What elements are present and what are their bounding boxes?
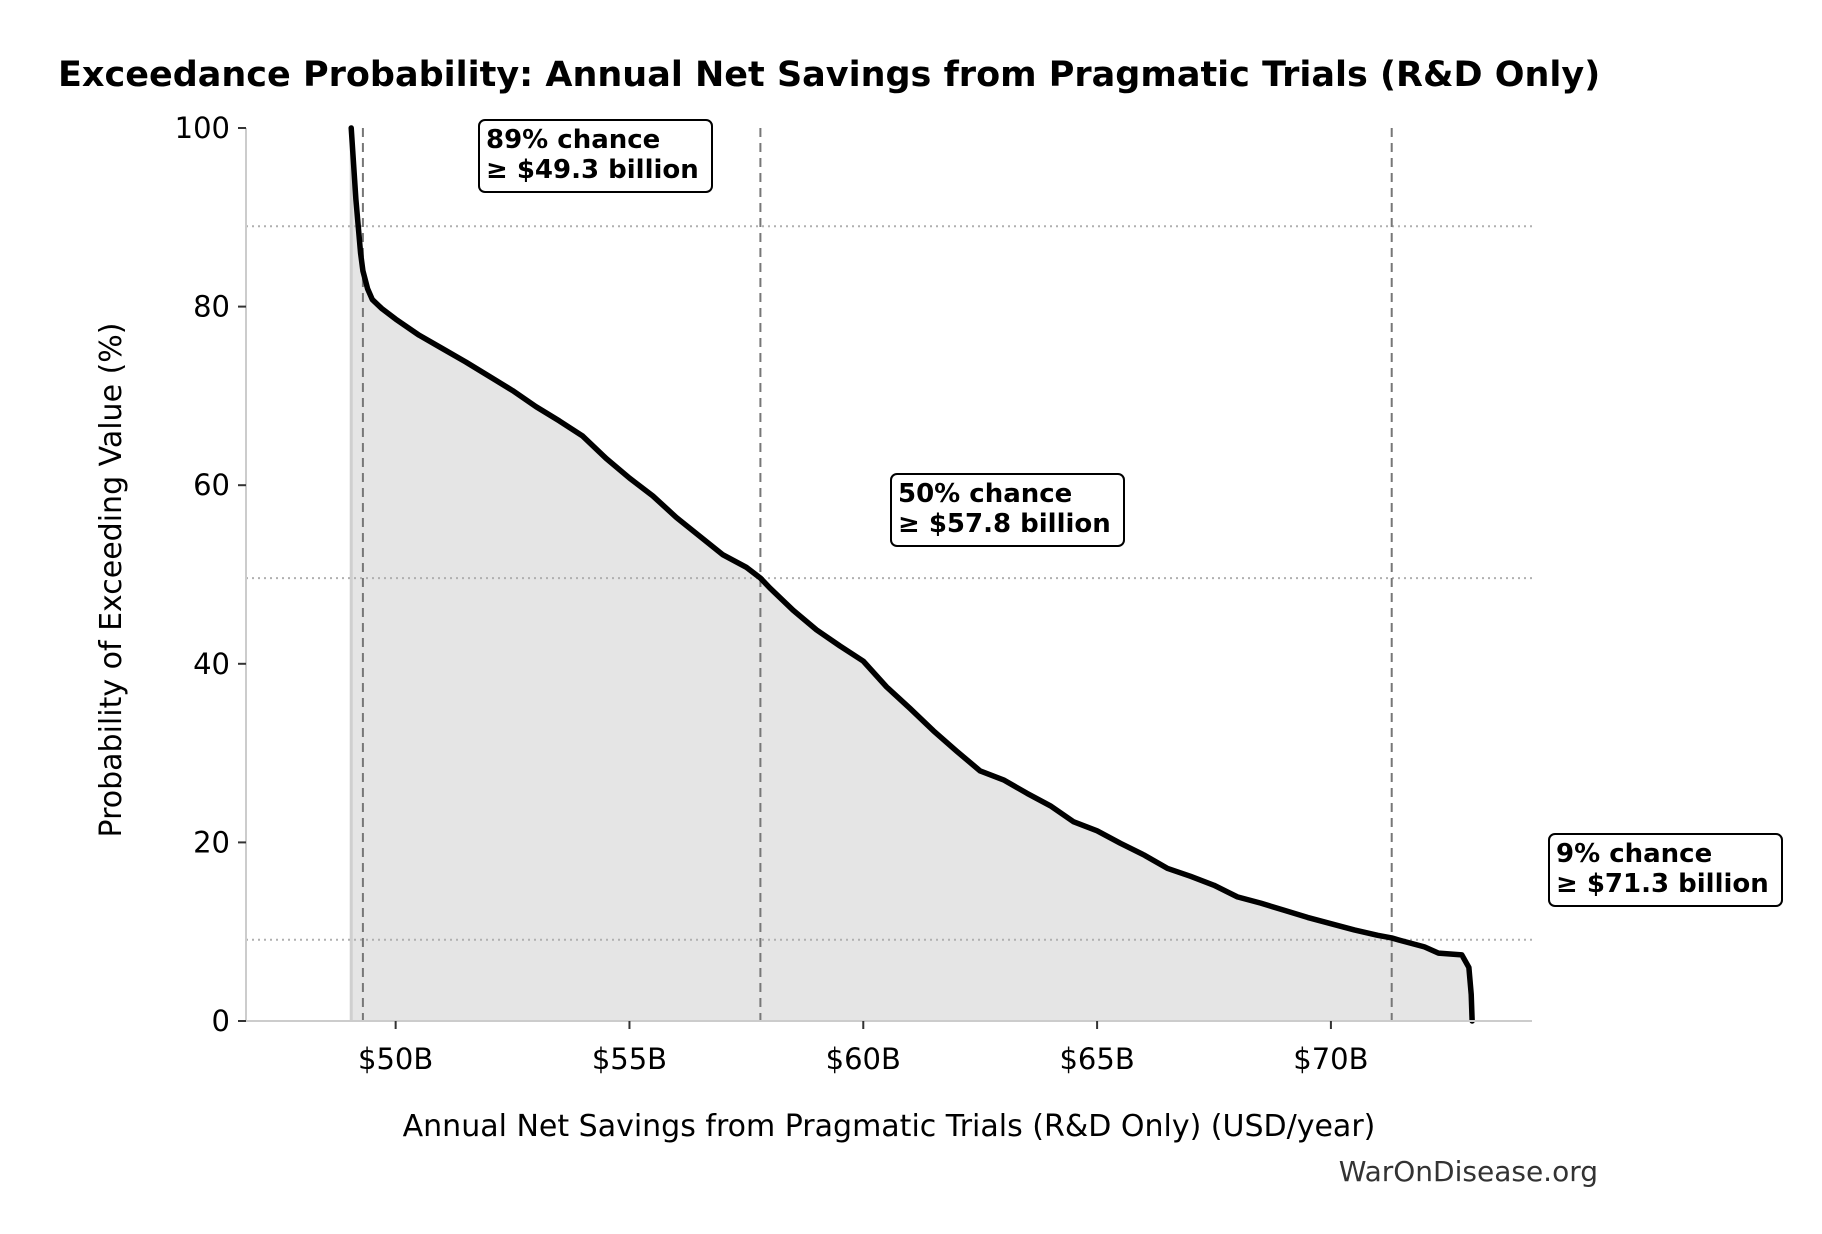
- annotation-line1: 89% chance: [486, 125, 660, 155]
- x-tick-label: $60B: [826, 1042, 901, 1076]
- annotation-box: [1548, 833, 1783, 907]
- plot-area: $50B $55B $60B $65B $70B 0 20 40 60 80 100 89% chan…: [175, 111, 1783, 1076]
- annotation-line2: ≥ $57.8 billion: [898, 509, 1111, 539]
- chart-title: Exceedance Probability: Annual Net Savin…: [58, 55, 1600, 95]
- y-tick-label: 20: [193, 825, 230, 859]
- annotation-line1: 9% chance: [1556, 839, 1712, 869]
- x-tick-label: $65B: [1059, 1042, 1134, 1076]
- y-tick-label: 80: [193, 290, 230, 324]
- watermark: WarOnDisease.org: [1339, 1155, 1598, 1188]
- x-tick-label: $55B: [592, 1042, 667, 1076]
- exceedance-line: [348, 125, 1475, 1024]
- y-axis-label: Probability of Exceeding Value (%): [94, 323, 129, 838]
- annotation-line2: ≥ $71.3 billion: [1556, 869, 1769, 899]
- y-tick-label: 40: [193, 647, 230, 681]
- y-tick-label: 60: [193, 468, 230, 502]
- annotation-2: 50% chance≥ $57.8 billion: [890, 473, 1125, 547]
- annotation-1: 89% chance≥ $49.3 billion: [478, 119, 713, 193]
- annotation-box: [890, 473, 1125, 547]
- area-fill: [351, 128, 1473, 1021]
- x-axis-label: Annual Net Savings from Pragmatic Trials…: [403, 1109, 1376, 1144]
- y-tick-label: 0: [212, 1004, 230, 1038]
- y-tick-label: 100: [175, 111, 230, 145]
- annotation-3: 9% chance≥ $71.3 billion: [1548, 833, 1783, 907]
- x-tick-label: $70B: [1293, 1042, 1368, 1076]
- x-tick-label: $50B: [358, 1042, 433, 1076]
- annotation-box: [478, 119, 713, 193]
- annotation-line2: ≥ $49.3 billion: [486, 155, 699, 185]
- annotation-line1: 50% chance: [898, 479, 1072, 509]
